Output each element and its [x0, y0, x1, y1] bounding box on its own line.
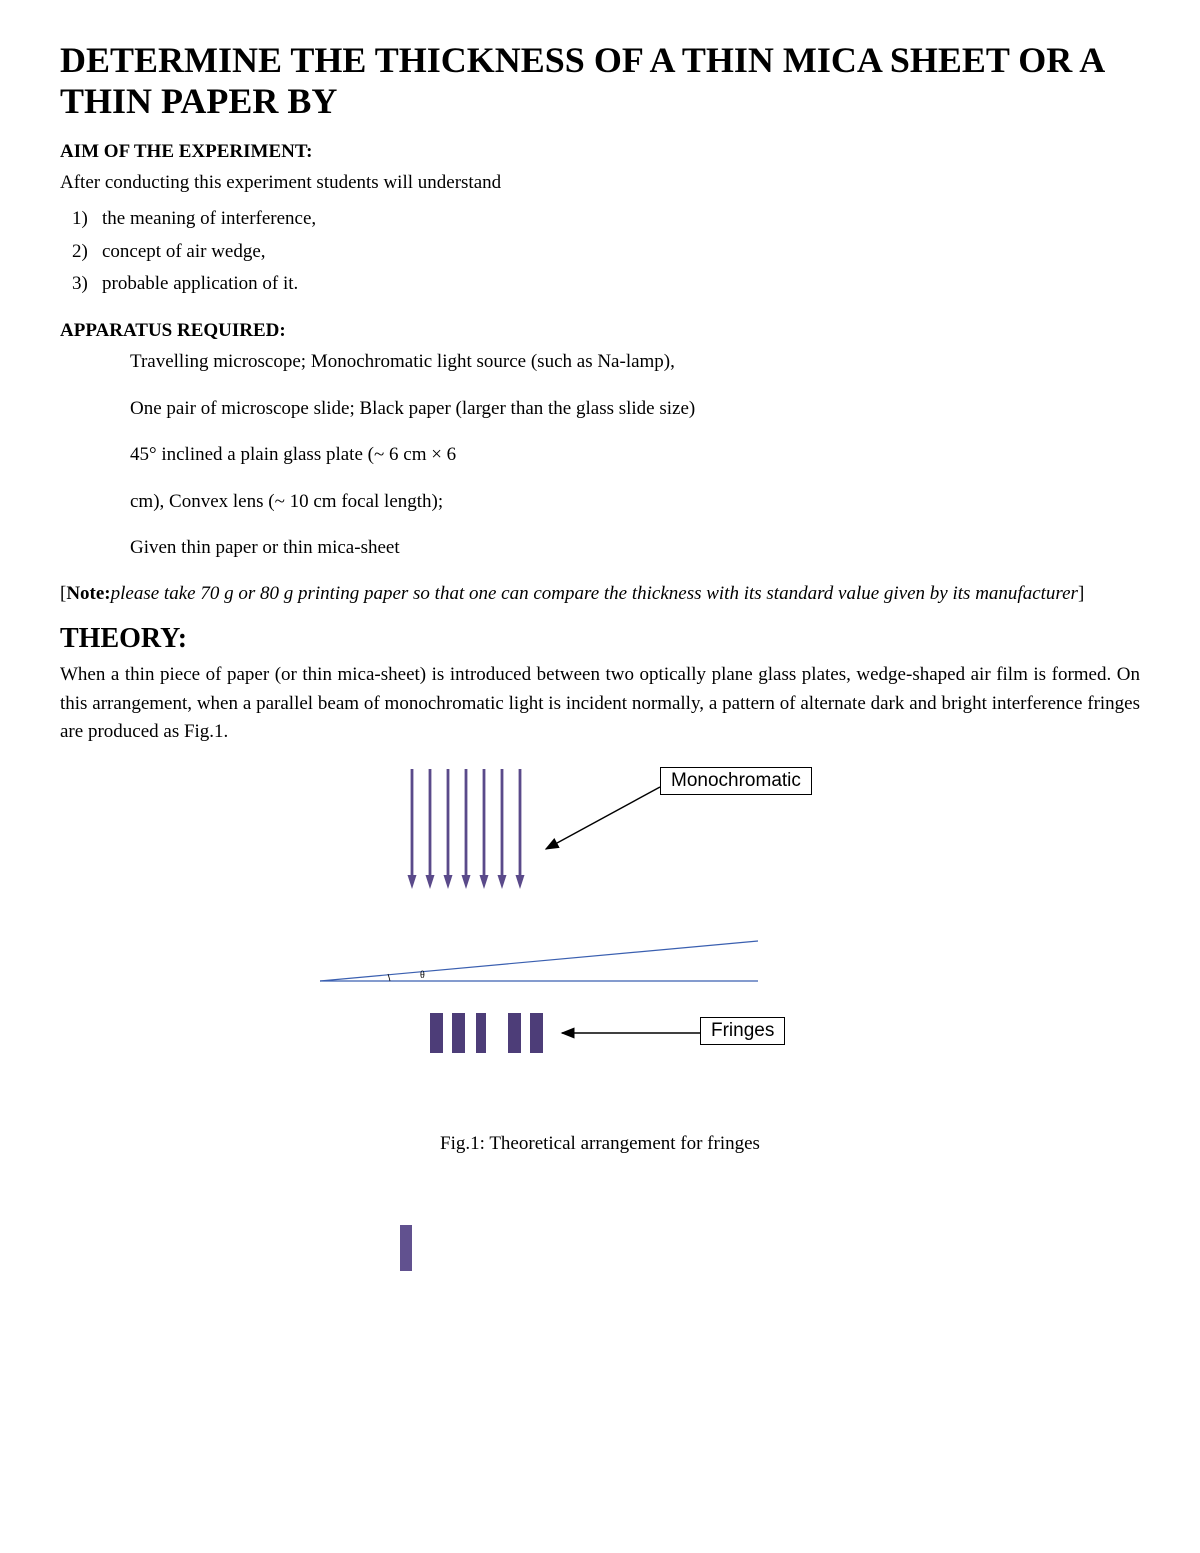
list-item: 1)the meaning of interference, [102, 203, 1140, 235]
note-line: [Note:please take 70 g or 80 g printing … [60, 581, 1140, 608]
aim-item-text: probable application of it. [102, 273, 298, 294]
figure-svg-wrap: θ Monochromatic Fringes [290, 757, 910, 1127]
apparatus-line: One pair of microscope slide; Black pape… [130, 395, 1140, 424]
note-suffix: ] [1078, 583, 1084, 604]
monochromatic-label: Monochromatic [660, 767, 812, 795]
svg-text:θ: θ [420, 970, 425, 981]
document-title: DETERMINE THE THICKNESS OF A THIN MICA S… [60, 40, 1140, 123]
apparatus-line: 45° inclined a plain glass plate (~ 6 cm… [130, 441, 1140, 470]
aim-item-text: the meaning of interference, [102, 208, 316, 229]
theory-text: When a thin piece of paper (or thin mica… [60, 661, 1140, 747]
aim-item-text: concept of air wedge, [102, 241, 266, 262]
aim-list: 1)the meaning of interference, 2)concept… [60, 203, 1140, 300]
note-bold: Note: [66, 583, 110, 604]
apparatus-line: Given thin paper or thin mica-sheet [130, 534, 1140, 563]
stray-bar-icon [400, 1225, 412, 1271]
apparatus-line: cm), Convex lens (~ 10 cm focal length); [130, 488, 1140, 517]
fringes-label: Fringes [700, 1017, 785, 1045]
apparatus-heading: APPARATUS REQUIRED: [60, 320, 1140, 342]
list-item: 2)concept of air wedge, [102, 236, 1140, 268]
note-italic: please take 70 g or 80 g printing paper … [111, 583, 1078, 604]
theory-heading: THEORY: [60, 623, 1140, 655]
figure-caption: Fig.1: Theoretical arrangement for fring… [440, 1133, 760, 1155]
aim-heading: AIM OF THE EXPERIMENT: [60, 141, 1140, 163]
figure-container: θ Monochromatic Fringes Fig.1: Theoretic… [60, 757, 1140, 1155]
figure-svg: θ [290, 757, 910, 1097]
aim-intro: After conducting this experiment student… [60, 169, 1140, 198]
apparatus-block: Travelling microscope; Monochromatic lig… [60, 348, 1140, 563]
list-item: 3)probable application of it. [102, 268, 1140, 300]
apparatus-line: Travelling microscope; Monochromatic lig… [130, 348, 1140, 377]
